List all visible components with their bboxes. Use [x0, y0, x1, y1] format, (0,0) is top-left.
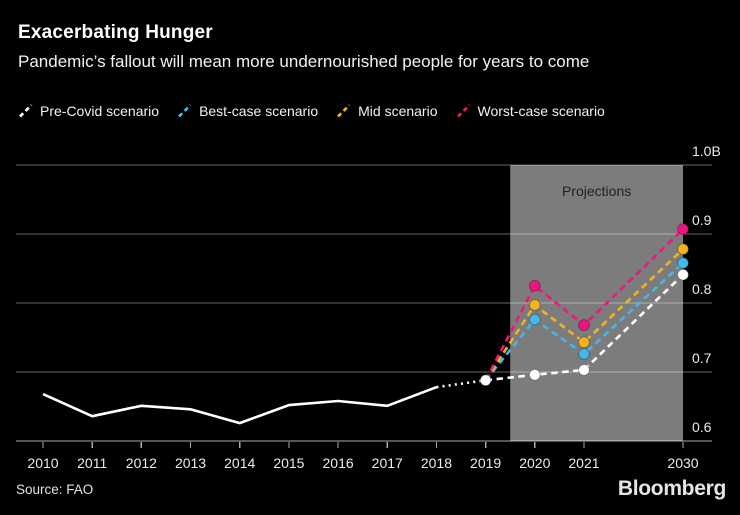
bloomberg-logo: Bloomberg: [617, 477, 726, 500]
data-point-pre-covid-scenario-2030: [677, 268, 689, 281]
data-point-pre-covid-scenario-2020: [528, 368, 541, 381]
y-axis-label-0.8: 0.8: [692, 281, 712, 297]
x-tick-label-2021: 2021: [568, 455, 599, 471]
x-tick-label-2010: 2010: [27, 455, 58, 471]
x-tick-label-2017: 2017: [372, 455, 403, 471]
x-tick-label-2016: 2016: [323, 455, 354, 471]
data-point-mid-scenario-2021: [578, 336, 590, 349]
legend-label: Worst-case scenario: [477, 103, 605, 119]
x-tick-label-2018: 2018: [421, 455, 452, 471]
chart-legend: Pre-Covid scenario Best-case scenario Mid …: [18, 103, 605, 119]
dashed-line-swatch-icon: [337, 104, 351, 118]
y-axis-label-0.6: 0.6: [692, 419, 712, 435]
data-point-worst-case-scenario-2020: [528, 279, 541, 292]
data-point-pre-covid-scenario-2021: [578, 364, 590, 376]
x-tick-label-2011: 2011: [77, 455, 107, 471]
data-point-best-case-scenario-2020: [528, 313, 541, 326]
dashed-line-swatch-icon: [456, 104, 470, 118]
y-axis-label-1.0B: 1.0B: [692, 143, 721, 159]
chart-subtitle: Pandemic’s fallout will mean more undern…: [18, 52, 590, 71]
series-line-pre-covid-scenario-solid: [42, 385, 437, 425]
chart-title: Exacerbating Hunger: [18, 22, 213, 43]
series-line-pre-covid-scenario-dashed: [485, 273, 684, 382]
y-axis-label-0.9: 0.9: [692, 212, 712, 228]
data-point-best-case-scenario-2021: [578, 348, 590, 360]
legend-item-pre-covid-scenario: Pre-Covid scenario: [18, 103, 159, 119]
x-tick-label-2013: 2013: [175, 455, 206, 471]
dashed-line-swatch-icon: [178, 104, 192, 118]
series-line-pre-covid-scenario-dotted: [436, 379, 486, 389]
series-line-mid-scenario-dashed: [484, 248, 684, 382]
x-tick-label-2012: 2012: [126, 455, 157, 471]
data-point-best-case-scenario-2030: [677, 257, 689, 269]
x-tick-label-2014: 2014: [224, 455, 255, 471]
legend-item-mid-scenario: Mid scenario: [336, 103, 438, 119]
data-point-mid-scenario-2030: [677, 243, 689, 256]
x-tick-label-2030: 2030: [667, 455, 698, 471]
x-tick-label-2020: 2020: [519, 455, 550, 471]
legend-item-best-case-scenario: Best-case scenario: [177, 103, 318, 119]
x-tick-label-2015: 2015: [273, 455, 304, 471]
series-line-best-case-scenario-dashed: [484, 262, 684, 382]
data-point-mid-scenario-2020: [528, 299, 541, 311]
legend-item-worst-case-scenario: Worst-case scenario: [456, 103, 605, 119]
legend-label: Mid scenario: [358, 103, 438, 119]
dashed-line-swatch-icon: [19, 104, 33, 118]
legend-label: Pre-Covid scenario: [40, 103, 160, 119]
data-point-worst-case-scenario-2021: [578, 319, 590, 331]
series-line-worst-case-scenario-dashed: [484, 228, 684, 381]
x-tick-label-2019: 2019: [470, 455, 501, 471]
legend-label: Best-case scenario: [199, 103, 319, 119]
source-credit: Source: FAO: [16, 482, 94, 497]
data-point-pre-covid-scenario-2019: [479, 374, 492, 387]
projection-label: Projections: [562, 183, 631, 199]
y-axis-label-0.7: 0.7: [692, 350, 712, 366]
data-point-worst-case-scenario-2030: [677, 223, 689, 236]
